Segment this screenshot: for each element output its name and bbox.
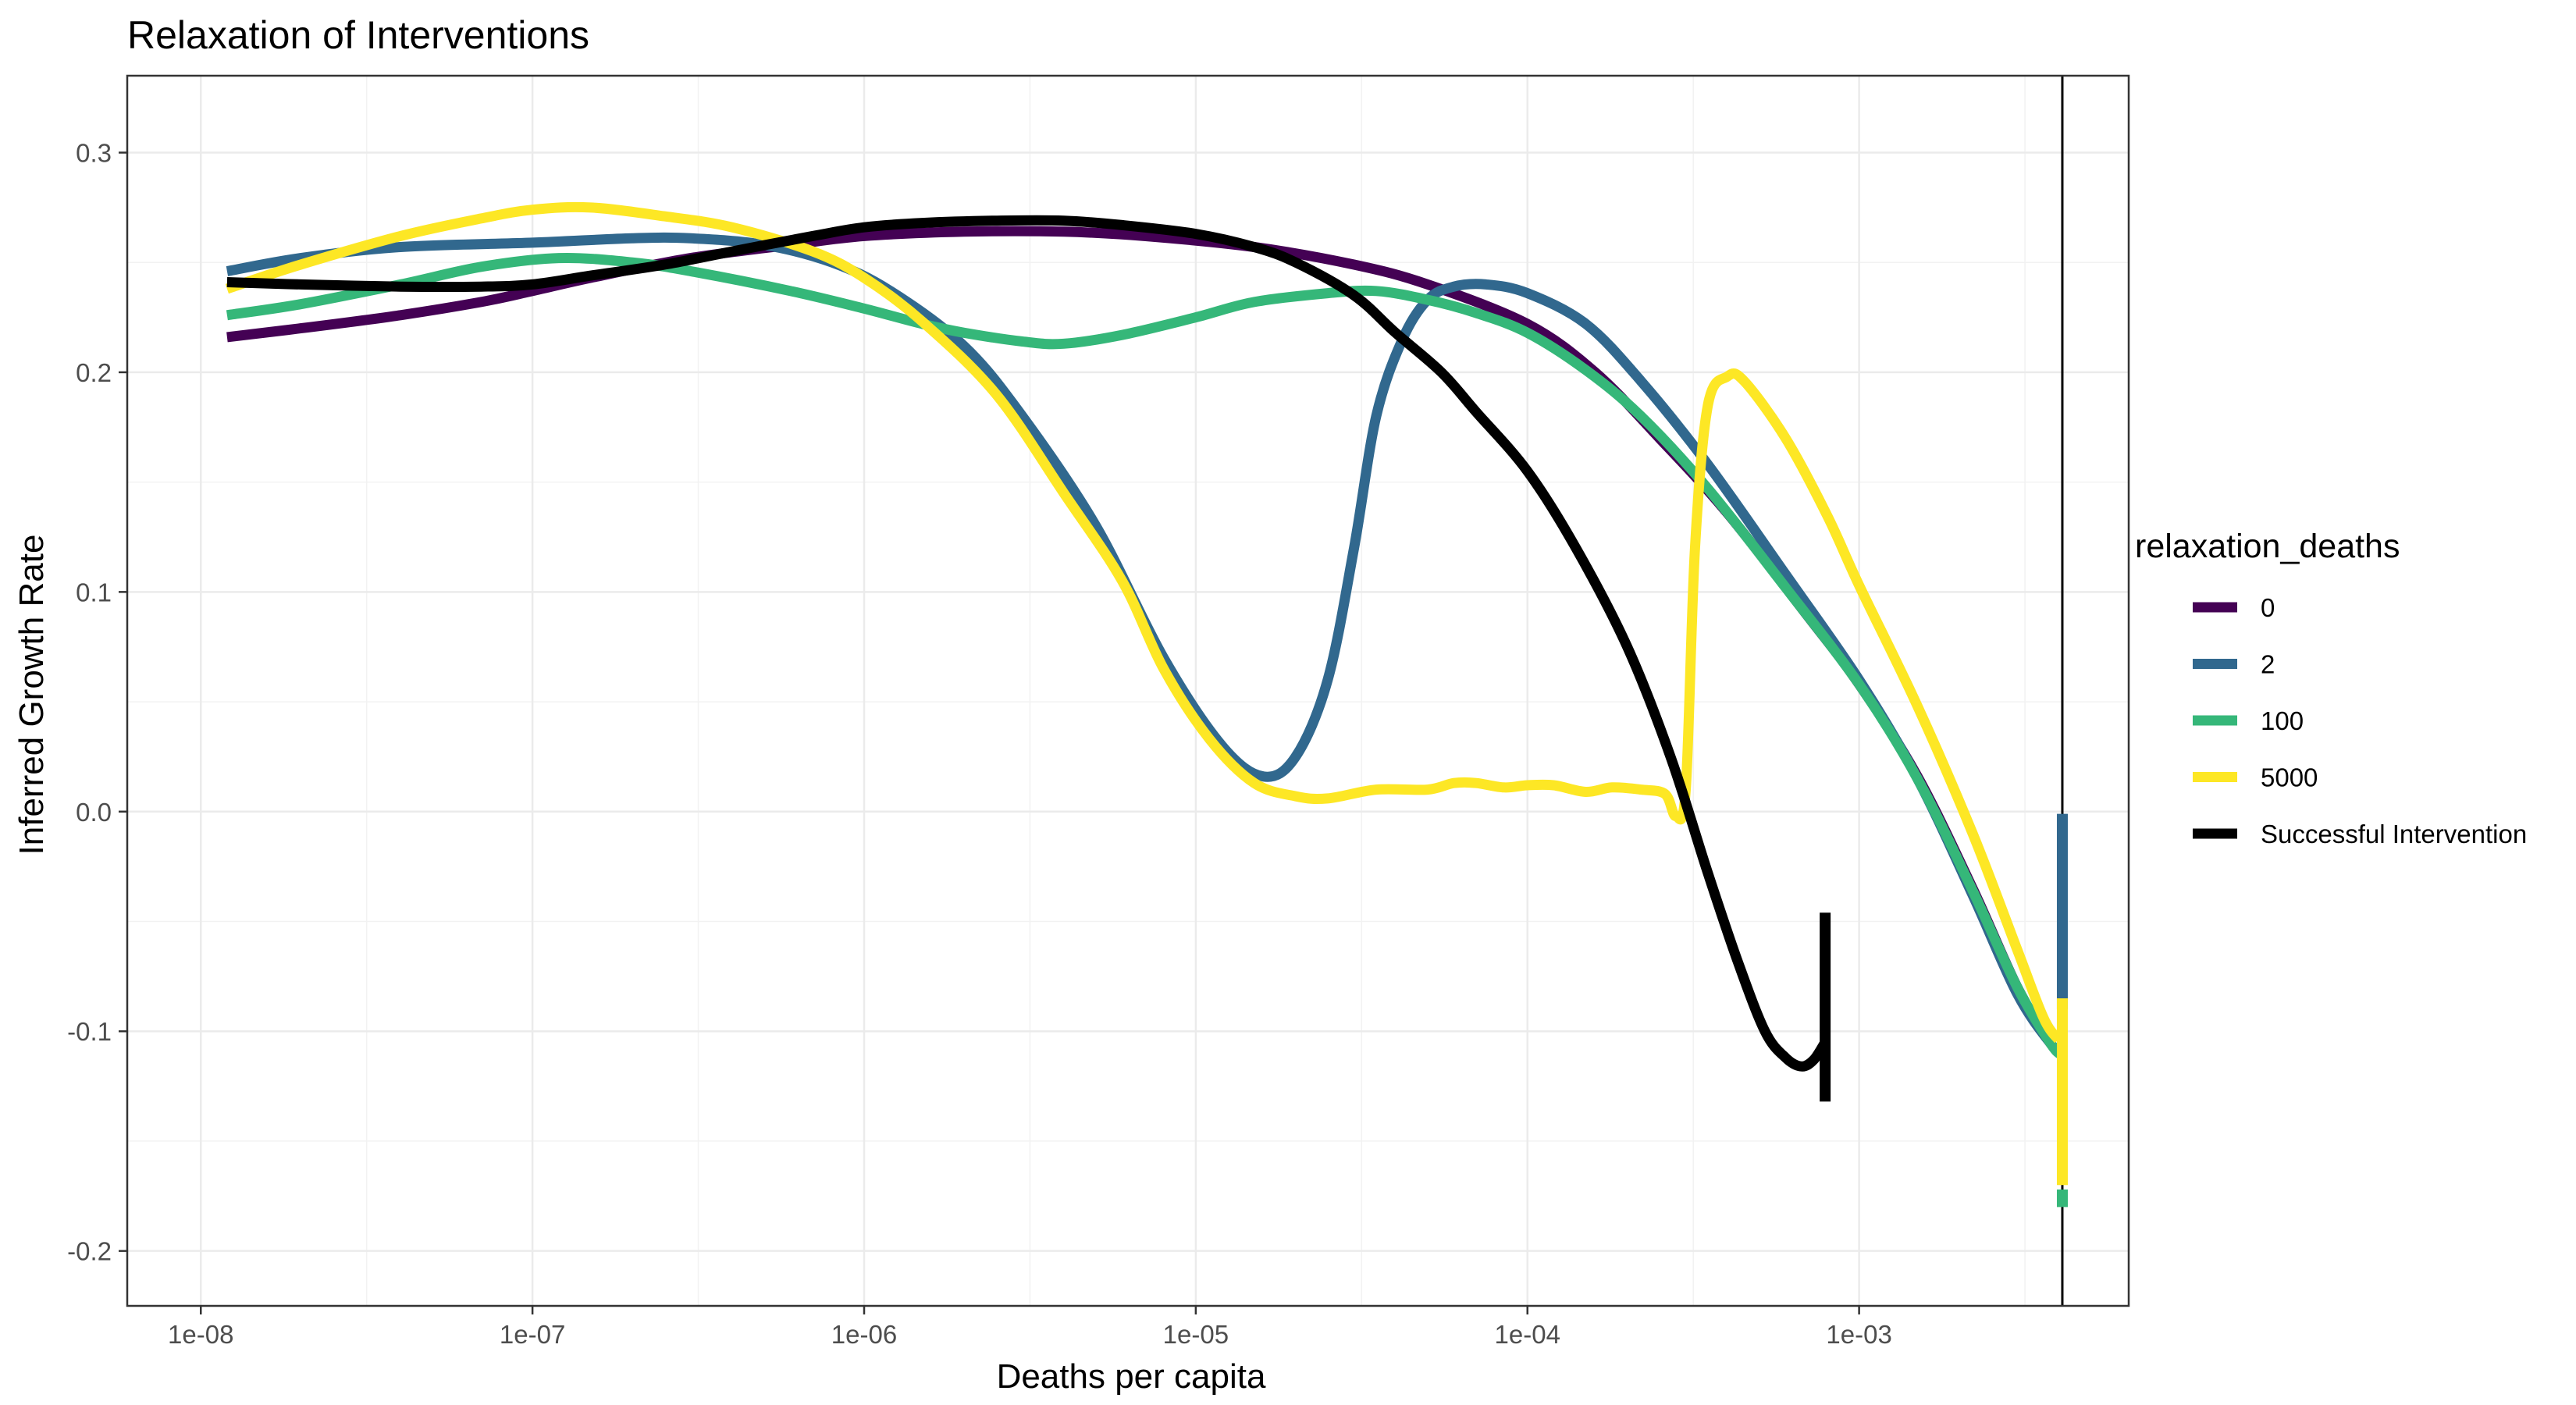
series-lines (225, 201, 2066, 1072)
legend-label-0: 0 (2261, 593, 2275, 622)
x-tick-label: 1e-05 (1163, 1320, 1229, 1349)
end-segments (1820, 813, 2068, 1208)
legend-label-2: 2 (2261, 650, 2275, 679)
panel-border-rect (126, 74, 2130, 1307)
y-tick-label: -0.2 (67, 1237, 112, 1266)
y-axis: -0.2 -0.1 0.0 0.1 0.2 0.3 (67, 139, 127, 1266)
chart-title: Relaxation of Interventions (127, 13, 589, 57)
y-tick-label: 0.2 (76, 358, 112, 387)
y-axis-title: Inferred Growth Rate (12, 535, 51, 855)
legend-title: relaxation_deaths (2135, 528, 2400, 565)
x-tick-label: 1e-06 (831, 1320, 897, 1349)
legend-label-5000: 5000 (2261, 763, 2318, 792)
grid-major (127, 76, 2129, 1306)
legend-label-successful-intervention: Successful Intervention (2261, 820, 2527, 848)
legend: relaxation_deaths 0 2 100 5000 Successful In… (2135, 528, 2527, 848)
series-line-5000 (225, 201, 2063, 1044)
y-tick-label: 0.1 (76, 578, 112, 606)
x-tick-label: 1e-08 (168, 1320, 233, 1349)
x-tick-label: 1e-04 (1495, 1320, 1560, 1349)
y-tick-label: 0.0 (76, 798, 112, 827)
series-line-successful-intervention (226, 215, 1830, 1072)
x-axis: 1e-08 1e-07 1e-06 1e-05 1e-04 1e-03 (168, 1306, 1892, 1349)
legend-label-100: 100 (2261, 706, 2304, 735)
plot-panel (127, 76, 2129, 1306)
series-line-100 (226, 252, 2066, 1060)
x-axis-title: Deaths per capita (997, 1357, 1266, 1396)
y-tick-label: -0.1 (67, 1017, 112, 1046)
y-tick-label: 0.3 (76, 139, 112, 168)
x-tick-label: 1e-07 (500, 1320, 565, 1349)
plot-border (126, 74, 2130, 1307)
panel-background (127, 76, 2129, 1306)
x-tick-label: 1e-03 (1826, 1320, 1891, 1349)
